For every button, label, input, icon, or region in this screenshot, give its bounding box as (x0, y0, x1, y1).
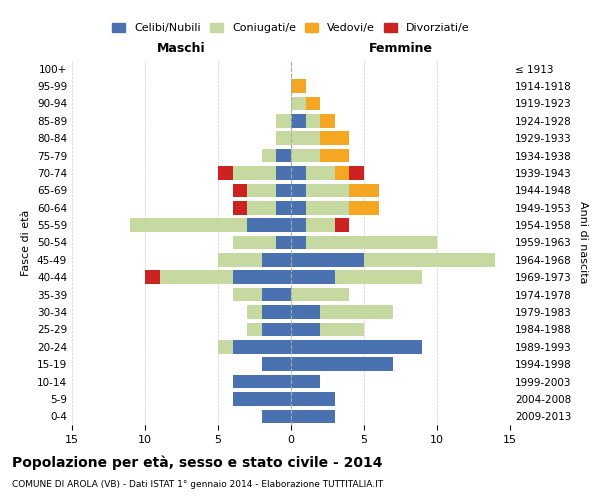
Bar (160, 270, 233, 284)
Bar (262, 288, 291, 302)
Bar (305, 201, 349, 214)
Text: Femmine: Femmine (368, 42, 433, 55)
Bar (349, 201, 379, 214)
Bar (320, 305, 393, 319)
Bar (305, 236, 437, 250)
Bar (291, 166, 305, 180)
Bar (233, 288, 262, 302)
Bar (349, 166, 364, 180)
Bar (247, 201, 277, 214)
Bar (305, 166, 335, 180)
Bar (277, 166, 291, 180)
Bar (291, 201, 305, 214)
Bar (291, 236, 305, 250)
Y-axis label: Anni di nascita: Anni di nascita (578, 201, 588, 284)
Bar (247, 184, 277, 197)
Bar (262, 305, 291, 319)
Bar (277, 236, 291, 250)
Bar (291, 410, 335, 423)
Bar (218, 340, 233, 353)
Bar (145, 270, 160, 284)
Bar (291, 375, 320, 388)
Bar (291, 253, 364, 266)
Bar (291, 132, 320, 145)
Bar (291, 340, 422, 353)
Bar (277, 114, 291, 128)
Bar (320, 114, 335, 128)
Bar (305, 96, 320, 110)
Bar (291, 96, 305, 110)
Bar (130, 218, 247, 232)
Bar (233, 236, 277, 250)
Bar (262, 149, 277, 162)
Bar (291, 392, 335, 406)
Bar (247, 305, 262, 319)
Bar (335, 166, 349, 180)
Bar (291, 114, 305, 128)
Text: COMUNE DI AROLA (VB) - Dati ISTAT 1° gennaio 2014 - Elaborazione TUTTITALIA.IT: COMUNE DI AROLA (VB) - Dati ISTAT 1° gen… (12, 480, 383, 489)
Bar (233, 392, 291, 406)
Y-axis label: Fasce di età: Fasce di età (22, 210, 31, 276)
Bar (277, 201, 291, 214)
Bar (291, 218, 305, 232)
Text: Popolazione per età, sesso e stato civile - 2014: Popolazione per età, sesso e stato civil… (12, 455, 383, 469)
Bar (335, 270, 422, 284)
Bar (305, 114, 320, 128)
Bar (291, 358, 393, 371)
Bar (305, 184, 349, 197)
Bar (233, 166, 277, 180)
Bar (218, 166, 233, 180)
Bar (320, 322, 364, 336)
Bar (262, 253, 291, 266)
Bar (233, 340, 291, 353)
Bar (277, 184, 291, 197)
Bar (291, 270, 335, 284)
Bar (277, 132, 291, 145)
Bar (291, 184, 305, 197)
Bar (277, 149, 291, 162)
Bar (349, 184, 379, 197)
Legend: Celibi/Nubili, Coniugati/e, Vedovi/e, Divorziati/e: Celibi/Nubili, Coniugati/e, Vedovi/e, Di… (108, 18, 474, 38)
Bar (335, 218, 349, 232)
Bar (320, 132, 349, 145)
Bar (218, 253, 262, 266)
Bar (320, 149, 349, 162)
Bar (291, 149, 320, 162)
Bar (233, 375, 291, 388)
Bar (291, 288, 349, 302)
Bar (233, 184, 247, 197)
Bar (262, 358, 291, 371)
Bar (291, 305, 320, 319)
Bar (247, 322, 262, 336)
Bar (305, 218, 335, 232)
Bar (233, 270, 291, 284)
Bar (262, 322, 291, 336)
Bar (262, 410, 291, 423)
Text: Maschi: Maschi (157, 42, 206, 55)
Bar (247, 218, 291, 232)
Bar (291, 322, 320, 336)
Bar (364, 253, 496, 266)
Bar (233, 201, 247, 214)
Bar (291, 80, 305, 93)
